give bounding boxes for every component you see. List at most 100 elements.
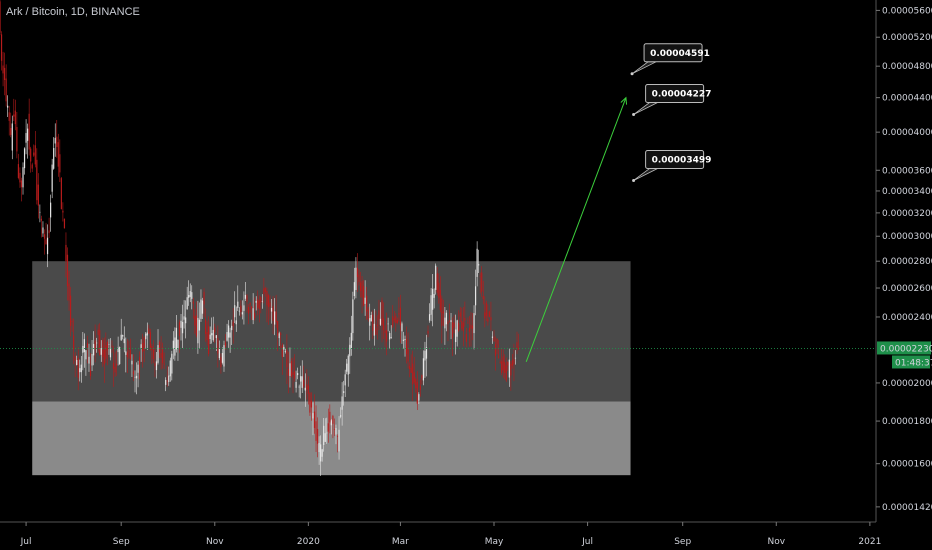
callout-label: 0.00004591 <box>650 49 710 59</box>
candle <box>284 348 286 354</box>
candle-body <box>455 329 457 343</box>
x-tick-label: May <box>485 537 504 547</box>
candle-body <box>341 396 343 410</box>
callout-label: 0.00003499 <box>652 155 712 165</box>
candle <box>217 325 219 368</box>
candle <box>290 358 293 378</box>
candle-body <box>166 380 168 382</box>
candle-body <box>241 312 243 315</box>
candle <box>224 333 227 350</box>
candle-body <box>251 306 253 309</box>
candle-body <box>45 239 47 245</box>
candle-body <box>418 394 420 401</box>
candle <box>343 380 345 406</box>
candle-body <box>146 332 148 336</box>
candle <box>455 314 457 355</box>
candle <box>473 305 475 350</box>
candle-body <box>203 292 205 305</box>
candle <box>88 343 90 372</box>
candle <box>508 348 510 387</box>
candle-body <box>490 317 492 321</box>
candle <box>367 306 369 322</box>
candle-body <box>346 363 348 372</box>
candle <box>33 144 35 157</box>
candle-body <box>246 295 248 302</box>
countdown-label: 01:48:37 <box>895 358 932 368</box>
candle-body <box>402 339 405 341</box>
candle <box>264 286 267 297</box>
candle <box>54 123 56 157</box>
candle <box>424 341 426 378</box>
candle-body <box>419 385 421 390</box>
candle <box>69 286 72 337</box>
y-tick-label: 0.00004800 <box>882 62 932 72</box>
candle <box>482 280 484 305</box>
candle <box>50 194 52 232</box>
candle-body <box>86 343 89 350</box>
candle <box>514 350 517 365</box>
candle <box>258 295 260 323</box>
candle <box>134 370 136 393</box>
candle-body <box>361 280 363 298</box>
candle-body <box>62 210 64 213</box>
candle-body <box>22 167 24 188</box>
candle-body <box>126 352 128 358</box>
candle-body <box>143 337 145 351</box>
candle <box>13 98 15 122</box>
candle-body <box>201 300 204 314</box>
candle-body <box>478 264 480 266</box>
candle <box>186 286 188 310</box>
candle-body <box>407 347 409 362</box>
candle-body <box>211 333 213 336</box>
candle <box>274 298 276 336</box>
candle-body <box>318 442 320 453</box>
candle-body <box>158 341 161 353</box>
candle-body <box>151 345 153 351</box>
candle-body <box>278 333 280 339</box>
candle-body <box>389 333 391 340</box>
candle-body <box>514 357 517 359</box>
candle-body <box>247 307 250 314</box>
candle-body <box>186 297 188 310</box>
candle <box>174 327 176 361</box>
candle-body <box>295 381 297 388</box>
candle-body <box>88 356 90 364</box>
candle <box>356 253 359 293</box>
candle <box>502 349 504 378</box>
candle-body <box>367 309 369 319</box>
candle-body <box>237 301 239 308</box>
candle-body <box>140 344 142 349</box>
candle <box>178 319 181 353</box>
candle-body <box>73 335 75 350</box>
candle <box>139 351 141 380</box>
candle-body <box>458 322 460 331</box>
candle <box>444 306 446 345</box>
candle <box>415 377 417 393</box>
candle <box>499 359 501 364</box>
candle <box>60 177 62 210</box>
candle <box>255 296 257 311</box>
candle-body <box>42 227 44 234</box>
candle-body <box>269 302 271 307</box>
candle <box>158 340 161 359</box>
candle-body <box>270 307 273 312</box>
candle-body <box>120 334 122 341</box>
candle <box>501 348 503 376</box>
candle <box>373 308 375 346</box>
candle <box>2 51 4 87</box>
candle <box>214 323 216 343</box>
candle <box>235 306 237 332</box>
candle <box>485 300 487 322</box>
callout-box <box>645 149 705 169</box>
candle <box>128 340 130 359</box>
candle <box>20 177 23 202</box>
candle-body <box>412 363 414 385</box>
candle <box>145 332 147 349</box>
candle-body <box>23 148 26 169</box>
candle-body <box>517 347 520 350</box>
candle-body <box>180 320 182 328</box>
candle-body <box>468 327 471 332</box>
candle-body <box>330 420 332 426</box>
candle-body <box>192 301 194 304</box>
